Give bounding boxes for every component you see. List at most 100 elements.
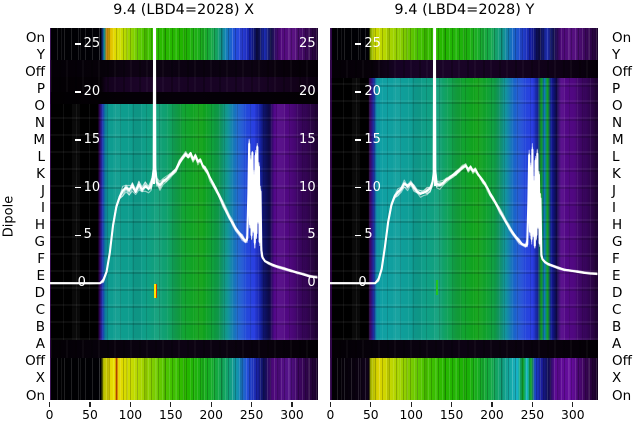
dipole-label-right: H — [612, 217, 623, 234]
dipole-label-left: F — [37, 251, 45, 268]
dipole-label-right: E — [612, 268, 621, 285]
y-tick-label-inside-right: 15 — [299, 131, 316, 147]
dipole-label-left: M — [33, 131, 45, 148]
heatmap-band-row-off-top — [49, 77, 318, 92]
x-tick — [572, 402, 574, 407]
x-tick-label: 0 — [45, 408, 54, 422]
heatmap-band-row-on-top — [49, 28, 318, 60]
y-tick-dash — [355, 234, 362, 237]
dipole-label-left: A — [35, 336, 45, 353]
x-tick-label: 200 — [480, 408, 504, 422]
y-tick-label-zero: 0 — [358, 275, 367, 291]
x-tick-label: 300 — [561, 408, 585, 422]
dipole-label-left: H — [34, 217, 45, 234]
beam-trace-line — [330, 28, 598, 285]
y-tick-dash — [74, 91, 81, 93]
x-tick-label: 200 — [199, 408, 223, 422]
y-tick-label-inside-left: 25 — [83, 36, 101, 52]
y-tick-label-inside-left: 5 — [364, 227, 373, 243]
dipole-labels-right: On Y Off P O N M L K J I H G F E D C B A Off X On — [612, 0, 640, 440]
y-tick-dash — [74, 234, 81, 237]
dipole-label-left: P — [36, 80, 45, 97]
y-tick-label-inside-right: 10 — [299, 179, 316, 195]
dipole-label-right: On — [612, 29, 632, 46]
x-tick — [251, 402, 253, 407]
dipole-label-left: J — [41, 182, 45, 199]
x-tick-label: 250 — [520, 408, 545, 422]
dipole-label-left: B — [35, 319, 45, 336]
dipole-label-right: A — [612, 336, 622, 353]
dipole-label-right: N — [612, 114, 623, 131]
x-tick — [210, 402, 212, 407]
dipole-label-right: K — [612, 165, 621, 182]
beam-trace-line — [330, 28, 598, 285]
y-tick-label-inside-left: 15 — [83, 131, 101, 147]
heatmap-band-row-y-off — [330, 60, 599, 78]
dipole-label-left: D — [34, 285, 45, 302]
dipole-label-left: O — [34, 97, 45, 114]
x-tick — [329, 402, 331, 407]
heatmap-band-row-x-on-bottom — [49, 358, 318, 400]
y-tick-label-inside-left: 10 — [83, 179, 101, 195]
dipole-label-right: G — [612, 234, 623, 251]
x-tick — [491, 402, 493, 407]
x-tick-label: 50 — [362, 408, 379, 422]
beam-trace-line — [330, 28, 598, 285]
x-tick — [49, 402, 51, 407]
x-tick-label: 150 — [439, 408, 464, 422]
beam-trace-line — [330, 28, 598, 284]
x-tick — [531, 402, 533, 407]
x-tick — [129, 402, 131, 407]
dipole-label-right: M — [612, 131, 624, 148]
x-tick-label: 300 — [280, 408, 304, 422]
x-tick-label: 0 — [326, 408, 335, 422]
y-tick-label-inside-left: 20 — [83, 84, 101, 99]
heatmap-band-row-y — [49, 60, 318, 77]
y-tick-label-inside-left: 25 — [364, 36, 381, 52]
heatmap-band-row-x-on-bottom — [330, 358, 599, 400]
heatmap-band-row-off-bottom — [49, 340, 318, 358]
dipole-label-right: X — [612, 370, 622, 387]
beam-trace-line — [330, 28, 598, 284]
event-marker — [155, 284, 157, 298]
x-tick-label: 100 — [118, 408, 143, 422]
y-tick-label-inside-right: 5 — [307, 227, 316, 243]
heatmap-panel-x: 25 20 15 10 5 0 25 20 15 10 5 0 — [49, 28, 318, 400]
beam-trace-x — [49, 28, 318, 285]
y-tick-dash — [355, 139, 362, 141]
dipole-label-left: L — [37, 148, 45, 165]
x-tick — [410, 402, 412, 407]
x-tick-label: 150 — [159, 408, 183, 422]
dipole-label-right: B — [612, 319, 622, 336]
y-tick-dash — [74, 186, 81, 189]
dipole-label-right: O — [612, 97, 623, 114]
dipole-label-left: Off — [25, 63, 45, 80]
beam-trace-y — [330, 28, 598, 285]
dipole-label-left: C — [35, 302, 45, 319]
x-tick — [291, 402, 293, 407]
dipole-label-right: L — [612, 148, 620, 165]
panel-left-edge-column — [330, 28, 332, 400]
dipole-label-right: Off — [612, 353, 632, 370]
y-tick-dash — [355, 186, 362, 189]
heatmap-panel-y: 25 20 15 10 5 0 — [330, 28, 599, 400]
beam-trace-line — [330, 28, 598, 285]
panel-x-title: 9.4 (LBD4=2028) X — [113, 2, 255, 18]
dipole-label-right: Y — [612, 46, 621, 63]
y-tick-label-inside-left: 10 — [364, 179, 381, 195]
dipole-label-left: K — [36, 165, 45, 182]
y-tick-label-inside-right: 0 — [307, 275, 316, 291]
beam-trace-line — [49, 28, 318, 285]
y-tick-dash — [74, 139, 81, 141]
y-tick-label-inside-right: 20 — [299, 84, 316, 99]
dipole-label-left: N — [34, 114, 45, 131]
y-tick-label-zero: 0 — [77, 275, 86, 291]
x-tick — [370, 402, 372, 407]
panel-y-title: 9.4 (LBD4=2028) Y — [394, 2, 535, 18]
event-marker — [154, 284, 156, 298]
x-tick — [451, 402, 453, 407]
x-tick — [170, 402, 172, 407]
dipole-label-left: I — [41, 199, 45, 216]
y-tick-label-inside-left: 15 — [364, 131, 381, 147]
dipole-label-right: J — [612, 182, 616, 199]
